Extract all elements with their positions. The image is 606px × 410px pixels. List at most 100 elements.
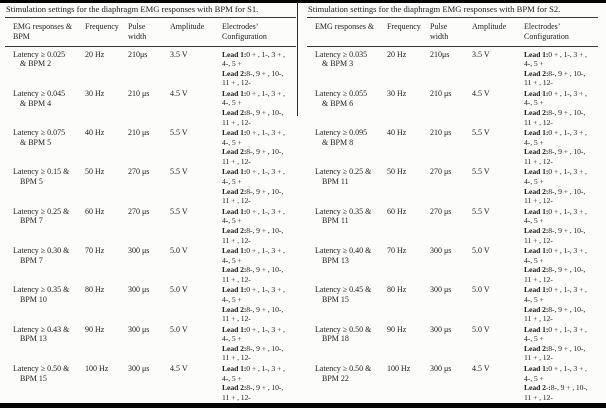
amplitude-cell: 5.5 V (170, 206, 188, 216)
amplitude-cell: 5.5 V (170, 128, 188, 138)
amplitude-cell: 5.0 V (472, 285, 490, 295)
pulse-width-cell: 300 μs (128, 363, 150, 373)
frequency-cell: 70 Hz (387, 246, 407, 256)
pulse-width-cell: 270 μs (128, 167, 150, 177)
pulse-width-cell: 270 μs (430, 167, 452, 177)
table-title: Stimulation settings for the diaphragm E… (307, 4, 598, 18)
amplitude-cell: 5.5 V (472, 206, 490, 216)
frequency-cell: 100 Hz (85, 363, 109, 373)
electrode-config-cell: Lead 1:0 + , 1-, 3 + , 4-, 5 + Lead 2:8-, … (524, 246, 587, 284)
frequency-cell: 50 Hz (85, 167, 105, 177)
emg-response-cell: Latency ≥ 0.075 & BPM 5 (13, 128, 66, 147)
table-row: Latency ≥ 0.075 & BPM 5 40 Hz 210 μs 5.5 V Le… (5, 125, 296, 166)
emg-response-cell: Latency ≥ 0.025 & BPM 2 (13, 49, 66, 69)
electrode-config-cell: Lead 1:0 + , 1-, 3 + , 4-, 5 + Lead 2:8-, … (524, 167, 587, 206)
amplitude-cell: 5.0 V (170, 246, 188, 256)
electrode-config-cell: Lead 1:0 + , 1-, 3 + , 4-, 5 + Lead 2:8-, … (222, 324, 285, 363)
amplitude-cell: 4.5 V (170, 363, 188, 373)
pulse-width-cell: 270 μs (128, 206, 150, 216)
amplitude-cell: 5.0 V (472, 324, 490, 334)
pulse-width-cell: 300 μs (128, 246, 150, 256)
electrode-config-cell: Lead 1:0 + , 1-, 3 + , 4-, 5 + Lead 2:8-, … (524, 206, 587, 245)
frequency-cell: 40 Hz (387, 128, 407, 138)
table-row: Latency ≥ 0.35 & BPM 11 60 Hz 270 μs 5.5 V Le… (307, 204, 598, 245)
frequency-cell: 20 Hz (387, 49, 407, 59)
table-s2: Stimulation settings for the diaphragm E… (307, 4, 598, 402)
electrode-config-cell: Lead 1:0 + , 1-, 3 + , 4-, 5 + Lead 2:8-, … (524, 285, 587, 324)
electrode-config-cell: Lead 1:0 + , 1-, 3 + , 4-, 5 + Lead 2:8-, … (222, 206, 285, 245)
table-row: Latency ≥ 0.15 & BPM 5 50 Hz 270 μs 5.5 V Lea… (5, 164, 296, 205)
table-body: Latency ≥ 0.025 & BPM 2 20 Hz 210μs 3.5 V Lea… (5, 47, 296, 402)
pulse-width-cell: 300 μs (430, 285, 452, 295)
pulse-width-cell: 300 μs (430, 246, 452, 256)
electrode-config-cell: Lead 1:0 + , 1-, 3 + , 4-, 5 + Lead 2:8-, … (524, 49, 587, 88)
column-header: Pulse width (128, 22, 147, 41)
emg-response-cell: Latency ≥ 0.25 & BPM 7 (13, 206, 70, 226)
column-header: Amplitude (472, 22, 507, 31)
amplitude-cell: 4.5 V (472, 88, 490, 98)
emg-response-cell: Latency ≥ 0.50 & BPM 22 (315, 363, 372, 383)
electrode-config-cell: Lead 1:0 + , 1-, 3 + , 4-, 5 + Lead 2:8-, … (222, 285, 285, 324)
bottom-rule (0, 403, 606, 408)
column-header: EMG responses & (315, 22, 375, 31)
frequency-cell: 50 Hz (387, 167, 407, 177)
amplitude-cell: 5.5 V (472, 167, 490, 177)
electrode-config-cell: Lead 1:0 + , 1-, 3 + , 4-, 5 + Lead 2:8-, … (524, 88, 587, 127)
electrode-config-cell: Lead 1:0 + , 1-, 3 + , 4-, 5 + Lead 2:8-, … (222, 246, 285, 284)
table-row: Latency ≥ 0.055 & BPM 6 30 Hz 210 μs 4.5 V Le… (307, 86, 598, 127)
pulse-width-cell: 300 μs (128, 324, 150, 334)
column-header: Frequency (387, 22, 421, 31)
emg-response-cell: Latency ≥ 0.035 & BPM 3 (315, 49, 368, 69)
column-header: Electrodes’ Configuration (524, 22, 569, 41)
column-header: Amplitude (170, 22, 205, 31)
table-row: Latency ≥ 0.50 & BPM 18 90 Hz 300 μs 5.0 V Le… (307, 322, 598, 363)
emg-response-cell: Latency ≥ 0.30 & BPM 7 (13, 246, 70, 265)
header-row: EMG responses & BPM Frequency Pulse width Amp… (5, 18, 296, 47)
header-row: EMG responses & Frequency Pulse width Amplit… (307, 18, 598, 47)
emg-response-cell: Latency ≥ 0.35 & BPM 11 (315, 206, 372, 226)
amplitude-cell: 5.5 V (170, 167, 188, 177)
table-row: Latency ≥ 0.045 & BPM 4 30 Hz 210 μs 4.5 V Le… (5, 86, 296, 127)
emg-response-cell: Latency ≥ 0.50 & BPM 15 (13, 363, 70, 383)
table-row: Latency ≥ 0.45 & BPM 15 80 Hz 300 μs 5.0 V Le… (307, 282, 598, 324)
column-header: EMG responses & BPM (13, 22, 73, 41)
frequency-cell: 20 Hz (85, 49, 105, 59)
table-s1: Stimulation settings for the diaphragm E… (5, 4, 296, 402)
electrode-config-cell: Lead 1:0 + , 1-, 3 + , 4-, 5 + Lead 2:8-, … (524, 324, 587, 363)
pulse-width-cell: 210 μs (430, 88, 452, 98)
column-divider-rule (297, 2, 298, 116)
table-row: Latency ≥ 0.43 & BPM 13 90 Hz 300 μs 5.0 V Le… (5, 322, 296, 363)
table-body: Latency ≥ 0.035 & BPM 3 20 Hz 210μs 3.5 V Lea… (307, 47, 598, 402)
table-row: Latency ≥ 0.30 & BPM 7 70 Hz 300 μs 5.0 V Lea… (5, 243, 296, 284)
pulse-width-cell: 300 μs (430, 324, 452, 334)
emg-response-cell: Latency ≥ 0.25 & BPM 11 (315, 167, 372, 187)
emg-response-cell: Latency ≥ 0.45 & BPM 15 (315, 285, 372, 305)
electrode-config-cell: Lead 1:0 + , 1-, 3 + , 4-, 5 + Lead 2:8-, … (524, 128, 587, 166)
amplitude-cell: 5.5 V (472, 128, 490, 138)
frequency-cell: 30 Hz (387, 88, 407, 98)
emg-response-cell: Latency ≥ 0.43 & BPM 13 (13, 324, 70, 344)
table-row: Latency ≥ 0.25 & BPM 11 50 Hz 270 μs 5.5 V Le… (307, 164, 598, 206)
frequency-cell: 100 Hz (387, 363, 411, 373)
column-header: Frequency (85, 22, 119, 31)
table-row: Latency ≥ 0.50 & BPM 22 100 Hz 300 μs 4.5 V L… (307, 361, 598, 402)
electrode-config-cell: Lead 1:0 + , 1-, 3 + , 4-, 5 + Lead 2-:8-,… (524, 363, 588, 402)
frequency-cell: 90 Hz (85, 324, 105, 334)
amplitude-cell: 3.5 V (170, 49, 188, 59)
emg-response-cell: Latency ≥ 0.15 & BPM 5 (13, 167, 70, 187)
emg-response-cell: Latency ≥ 0.40 & BPM 13 (315, 246, 372, 265)
amplitude-cell: 3.5 V (472, 49, 490, 59)
pulse-width-cell: 210 μs (430, 128, 452, 138)
frequency-cell: 90 Hz (387, 324, 407, 334)
electrode-config-cell: Lead 1:0 + , 1-, 3 + , 4-, 5 + Lead 2:8-, … (222, 363, 285, 402)
frequency-cell: 40 Hz (85, 128, 105, 138)
pulse-width-cell: 210μs (430, 49, 450, 59)
pulse-width-cell: 210μs (128, 49, 148, 59)
amplitude-cell: 5.0 V (170, 324, 188, 334)
amplitude-cell: 5.0 V (170, 285, 188, 295)
amplitude-cell: 4.5 V (472, 363, 490, 373)
pulse-width-cell: 270 μs (430, 206, 452, 216)
frequency-cell: 80 Hz (387, 285, 407, 295)
emg-response-cell: Latency ≥ 0.095 & BPM 8 (315, 128, 368, 147)
